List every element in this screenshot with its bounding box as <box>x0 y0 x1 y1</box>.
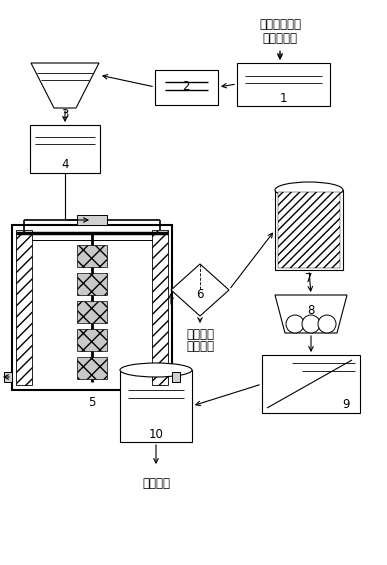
Text: 9: 9 <box>342 398 350 411</box>
Text: 1: 1 <box>279 93 287 106</box>
Ellipse shape <box>120 363 192 377</box>
Text: 4: 4 <box>61 159 69 172</box>
Bar <box>120 370 192 442</box>
Circle shape <box>318 315 336 333</box>
Text: 生产磷肥: 生产磷肥 <box>186 340 214 353</box>
Polygon shape <box>171 264 229 316</box>
Polygon shape <box>31 63 99 108</box>
Text: 的电镀废水: 的电镀废水 <box>262 32 298 45</box>
Text: 7: 7 <box>305 272 313 285</box>
Bar <box>30 125 100 173</box>
Bar <box>77 245 107 267</box>
Text: 8: 8 <box>307 305 315 318</box>
Text: 含有机磷酸盐: 含有机磷酸盐 <box>259 18 301 31</box>
Bar <box>77 215 107 225</box>
Text: 2: 2 <box>182 80 190 93</box>
Bar <box>278 192 340 268</box>
Text: 10: 10 <box>149 428 163 441</box>
Bar <box>77 357 107 379</box>
Bar <box>77 273 107 295</box>
Bar <box>262 355 360 413</box>
Bar <box>172 372 180 382</box>
Text: 3: 3 <box>61 108 68 121</box>
Bar <box>16 230 32 385</box>
Text: 残渣外运: 残渣外运 <box>186 328 214 341</box>
Bar <box>275 190 343 270</box>
Ellipse shape <box>275 182 343 198</box>
Polygon shape <box>275 295 347 333</box>
Text: 净化出水: 净化出水 <box>142 477 170 490</box>
Circle shape <box>286 315 304 333</box>
Text: 5: 5 <box>88 396 96 408</box>
Bar <box>77 301 107 323</box>
Bar <box>152 230 168 385</box>
Bar <box>77 329 107 351</box>
Bar <box>237 63 330 106</box>
Bar <box>4 372 12 382</box>
Bar <box>155 70 218 105</box>
Text: 6: 6 <box>196 288 204 301</box>
Circle shape <box>302 315 320 333</box>
Bar <box>12 225 172 390</box>
